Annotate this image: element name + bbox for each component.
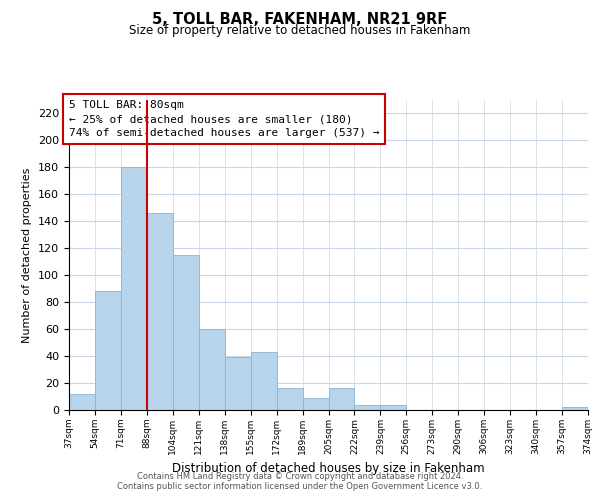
Bar — [199, 329, 224, 410]
Bar — [277, 388, 302, 410]
Bar — [69, 394, 95, 410]
Bar — [251, 352, 277, 410]
Bar — [147, 213, 173, 410]
Bar — [121, 168, 147, 410]
X-axis label: Distribution of detached houses by size in Fakenham: Distribution of detached houses by size … — [172, 462, 485, 475]
Bar — [355, 404, 380, 410]
Text: Contains public sector information licensed under the Open Government Licence v3: Contains public sector information licen… — [118, 482, 482, 491]
Bar — [329, 388, 355, 410]
Y-axis label: Number of detached properties: Number of detached properties — [22, 168, 32, 342]
Text: 5 TOLL BAR: 80sqm
← 25% of detached houses are smaller (180)
74% of semi-detache: 5 TOLL BAR: 80sqm ← 25% of detached hous… — [69, 100, 380, 138]
Bar — [380, 404, 406, 410]
Bar — [225, 358, 251, 410]
Bar — [302, 398, 329, 410]
Bar — [95, 292, 121, 410]
Text: Size of property relative to detached houses in Fakenham: Size of property relative to detached ho… — [130, 24, 470, 37]
Text: Contains HM Land Registry data © Crown copyright and database right 2024.: Contains HM Land Registry data © Crown c… — [137, 472, 463, 481]
Bar — [562, 408, 588, 410]
Bar — [173, 255, 199, 410]
Text: 5, TOLL BAR, FAKENHAM, NR21 9RF: 5, TOLL BAR, FAKENHAM, NR21 9RF — [152, 12, 448, 28]
